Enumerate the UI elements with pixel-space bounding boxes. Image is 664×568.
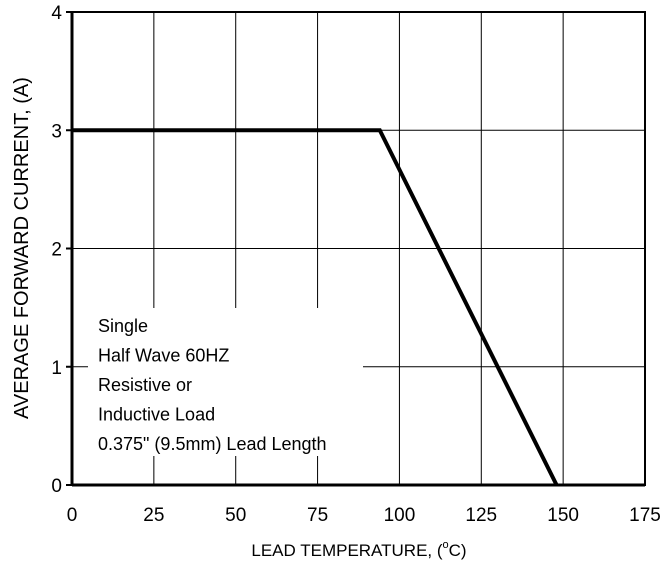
annotation-line-2: Resistive or: [98, 375, 192, 395]
annotation-line-1: Half Wave 60HZ: [98, 346, 229, 366]
x-axis-title-unit: C): [449, 541, 467, 560]
series-group: [72, 128, 559, 486]
x-tick-label-175: 175: [629, 505, 661, 526]
x-tick-label-125: 125: [465, 505, 497, 526]
x-tick-label-100: 100: [384, 505, 416, 526]
x-tick-labels: 0 25 50 75 100 125 150 175: [67, 505, 661, 526]
x-tick-label-75: 75: [307, 505, 328, 526]
x-axis-title-main: LEAD TEMPERATURE, (: [251, 541, 442, 560]
y-tick-label-0: 0: [51, 476, 62, 497]
y-tick-label-1: 1: [51, 358, 62, 379]
y-tick-labels: 0 1 2 3 4: [51, 3, 62, 497]
y-tick-label-3: 3: [51, 121, 62, 142]
y-tick-label-2: 2: [51, 240, 62, 261]
x-tick-label-0: 0: [67, 505, 78, 526]
y-tick-marks: [66, 11, 72, 486]
x-axis-title: LEAD TEMPERATURE, (oC): [251, 539, 466, 560]
annotation-line-0: Single: [98, 316, 148, 336]
series-line-0: [72, 128, 559, 486]
x-tick-label-150: 150: [547, 505, 579, 526]
x-axis-title-degree: o: [443, 539, 449, 551]
y-axis-title: AVERAGE FORWARD CURRENT, (A): [11, 77, 33, 419]
annotation-line-4: 0.375" (9.5mm) Lead Length: [98, 434, 327, 454]
annotation-box: [88, 308, 363, 456]
x-tick-label-50: 50: [225, 505, 246, 526]
annotation-line-3: Inductive Load: [98, 405, 215, 425]
y-tick-label-4: 4: [51, 3, 62, 24]
x-tick-label-25: 25: [143, 505, 164, 526]
annotation-text: Single Half Wave 60HZ Resistive or Inductiv…: [98, 316, 327, 454]
